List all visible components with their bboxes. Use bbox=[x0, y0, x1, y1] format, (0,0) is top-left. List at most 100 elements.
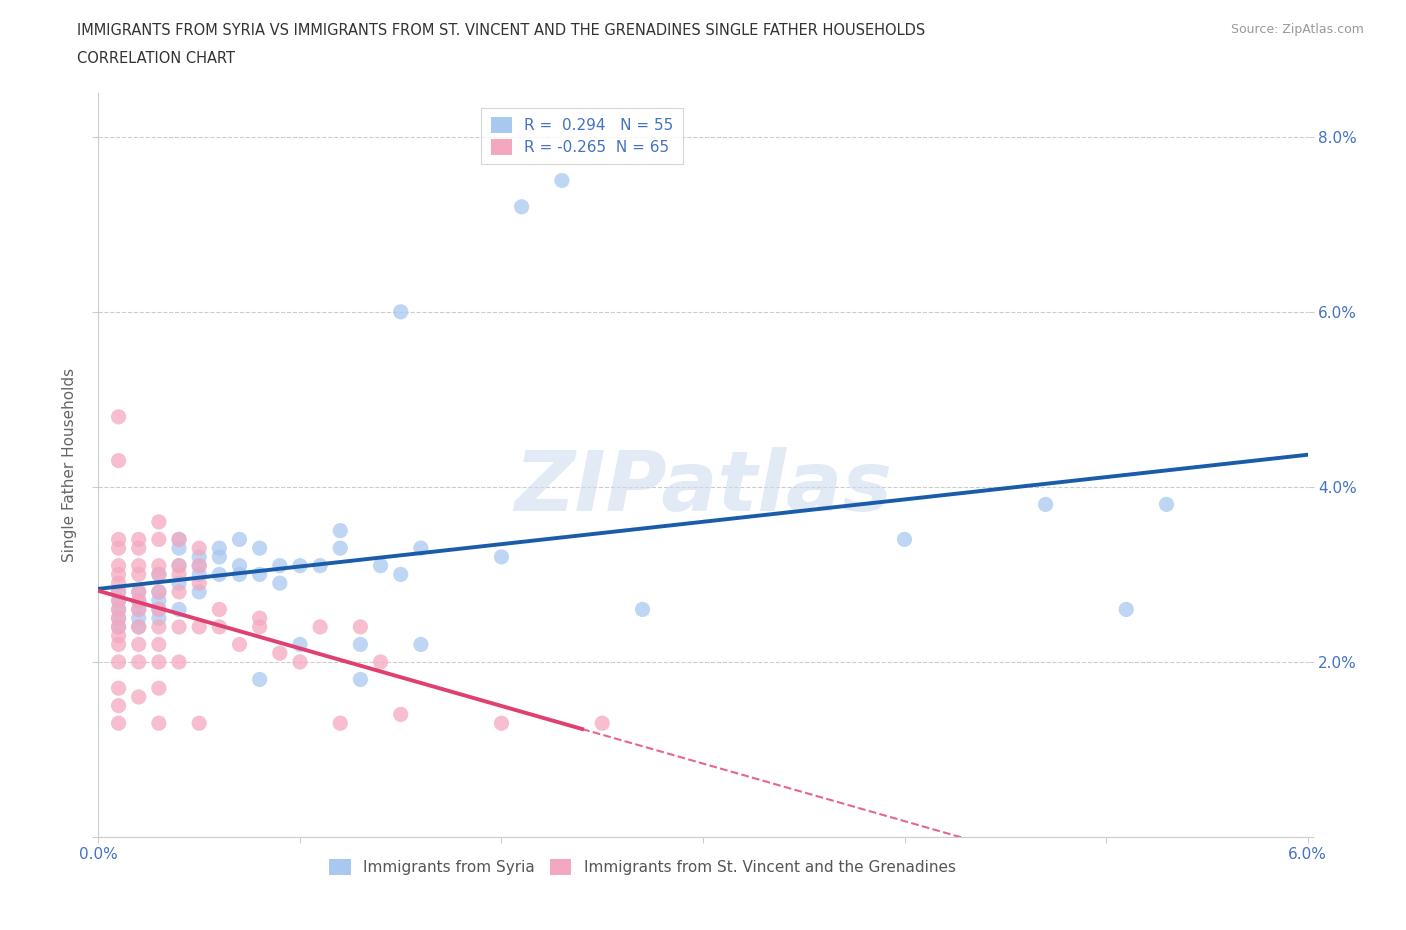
Point bbox=[208, 602, 231, 617]
Point bbox=[208, 619, 231, 634]
Point bbox=[269, 576, 291, 591]
Point bbox=[107, 576, 129, 591]
Point bbox=[148, 619, 170, 634]
Point bbox=[1035, 497, 1057, 512]
Point bbox=[188, 619, 211, 634]
Point bbox=[128, 584, 150, 599]
Point bbox=[128, 637, 150, 652]
Point bbox=[631, 602, 654, 617]
Point bbox=[107, 698, 129, 713]
Point bbox=[128, 532, 150, 547]
Point bbox=[1156, 497, 1178, 512]
Point bbox=[249, 672, 271, 687]
Point bbox=[167, 540, 190, 555]
Point bbox=[349, 672, 371, 687]
Point bbox=[128, 558, 150, 573]
Y-axis label: Single Father Households: Single Father Households bbox=[62, 368, 77, 562]
Point bbox=[269, 558, 291, 573]
Point bbox=[128, 584, 150, 599]
Point bbox=[551, 173, 574, 188]
Point bbox=[148, 558, 170, 573]
Point bbox=[148, 681, 170, 696]
Point bbox=[107, 584, 129, 599]
Point bbox=[349, 619, 371, 634]
Point bbox=[288, 655, 311, 670]
Point bbox=[208, 540, 231, 555]
Point bbox=[491, 550, 513, 565]
Point bbox=[188, 550, 211, 565]
Point bbox=[329, 524, 352, 538]
Point bbox=[167, 584, 190, 599]
Point bbox=[148, 514, 170, 529]
Text: ZIPatlas: ZIPatlas bbox=[515, 446, 891, 528]
Point bbox=[228, 558, 250, 573]
Point bbox=[167, 532, 190, 547]
Point bbox=[389, 707, 412, 722]
Point bbox=[309, 619, 332, 634]
Point bbox=[167, 602, 190, 617]
Point bbox=[349, 637, 371, 652]
Point bbox=[188, 716, 211, 731]
Point bbox=[107, 611, 129, 626]
Point bbox=[107, 637, 129, 652]
Point bbox=[167, 558, 190, 573]
Point bbox=[288, 637, 311, 652]
Point bbox=[107, 409, 129, 424]
Point bbox=[591, 716, 613, 731]
Point bbox=[148, 602, 170, 617]
Point bbox=[491, 716, 513, 731]
Point bbox=[167, 532, 190, 547]
Point bbox=[148, 584, 170, 599]
Point bbox=[148, 637, 170, 652]
Point bbox=[409, 540, 432, 555]
Point bbox=[128, 593, 150, 608]
Point bbox=[128, 619, 150, 634]
Point bbox=[188, 567, 211, 582]
Point bbox=[188, 558, 211, 573]
Point bbox=[188, 576, 211, 591]
Point bbox=[269, 645, 291, 660]
Point bbox=[107, 593, 129, 608]
Point bbox=[188, 558, 211, 573]
Point bbox=[188, 584, 211, 599]
Point bbox=[228, 532, 250, 547]
Point bbox=[148, 584, 170, 599]
Point bbox=[148, 567, 170, 582]
Point bbox=[148, 567, 170, 582]
Point bbox=[107, 593, 129, 608]
Point bbox=[510, 199, 533, 214]
Point bbox=[409, 637, 432, 652]
Point bbox=[249, 540, 271, 555]
Point bbox=[107, 584, 129, 599]
Point bbox=[893, 532, 915, 547]
Point bbox=[249, 611, 271, 626]
Point bbox=[128, 602, 150, 617]
Point bbox=[148, 532, 170, 547]
Point bbox=[288, 558, 311, 573]
Point bbox=[389, 567, 412, 582]
Point bbox=[329, 716, 352, 731]
Point bbox=[148, 602, 170, 617]
Point bbox=[128, 593, 150, 608]
Point bbox=[128, 689, 150, 704]
Point bbox=[107, 611, 129, 626]
Legend: Immigrants from Syria, Immigrants from St. Vincent and the Grenadines: Immigrants from Syria, Immigrants from S… bbox=[323, 853, 962, 882]
Point bbox=[107, 681, 129, 696]
Point bbox=[107, 619, 129, 634]
Point bbox=[167, 567, 190, 582]
Point bbox=[249, 567, 271, 582]
Point bbox=[309, 558, 332, 573]
Point bbox=[188, 540, 211, 555]
Point bbox=[107, 558, 129, 573]
Point bbox=[370, 558, 392, 573]
Text: IMMIGRANTS FROM SYRIA VS IMMIGRANTS FROM ST. VINCENT AND THE GRENADINES SINGLE F: IMMIGRANTS FROM SYRIA VS IMMIGRANTS FROM… bbox=[77, 23, 925, 38]
Point bbox=[148, 716, 170, 731]
Point bbox=[107, 619, 129, 634]
Point bbox=[128, 602, 150, 617]
Point bbox=[128, 540, 150, 555]
Point bbox=[167, 655, 190, 670]
Point bbox=[107, 540, 129, 555]
Point bbox=[128, 655, 150, 670]
Point bbox=[148, 655, 170, 670]
Point bbox=[167, 558, 190, 573]
